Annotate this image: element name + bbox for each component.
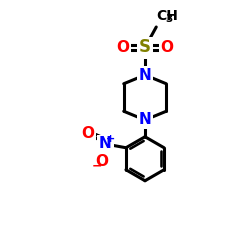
Text: O: O [81, 126, 94, 141]
Text: +: + [106, 134, 115, 144]
Text: N: N [138, 68, 151, 82]
Text: O: O [95, 154, 108, 170]
Text: O: O [160, 40, 173, 55]
Text: O: O [116, 40, 130, 55]
Text: CH: CH [156, 8, 178, 22]
Text: −: − [92, 160, 102, 173]
Text: 3: 3 [165, 14, 172, 24]
Text: S: S [139, 38, 151, 56]
Text: N: N [99, 136, 112, 152]
Text: N: N [138, 112, 151, 128]
